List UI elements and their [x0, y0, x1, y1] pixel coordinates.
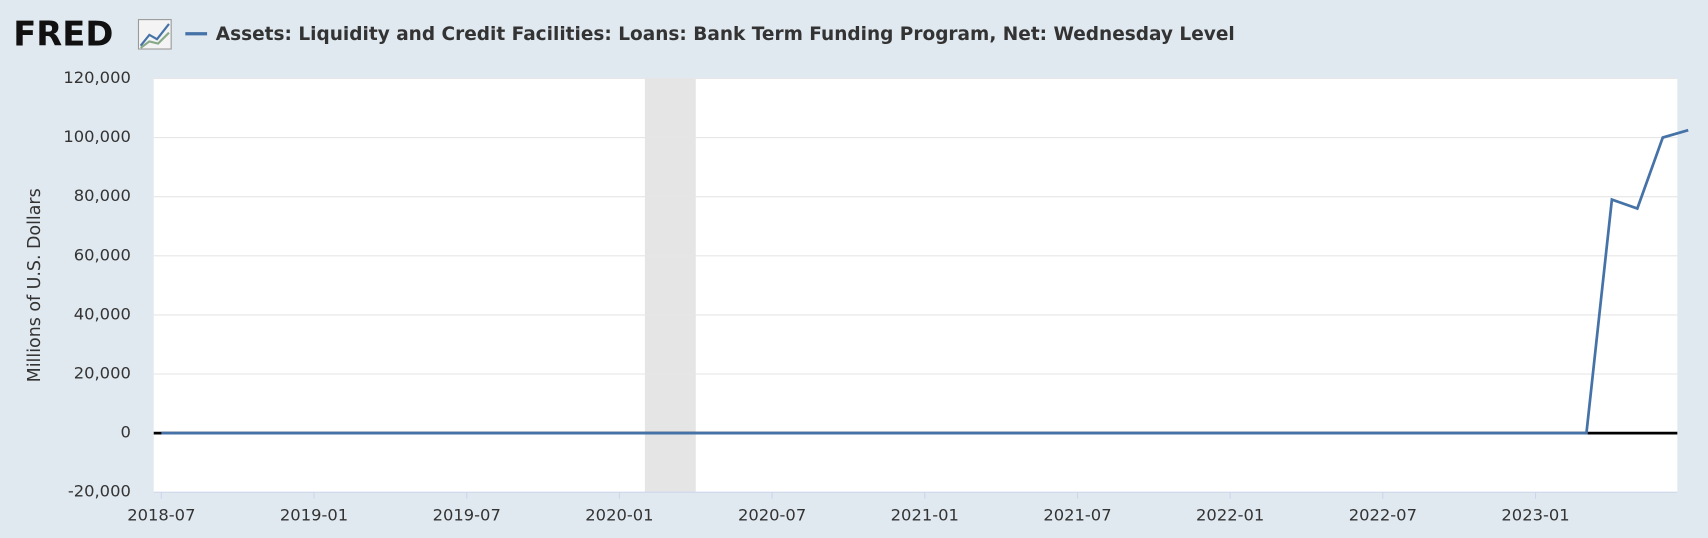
plot-area — [153, 78, 1678, 493]
logo-icon — [137, 19, 172, 50]
x-tick-label: 2022-01 — [1196, 506, 1264, 525]
x-tick-label: 2018-07 — [127, 506, 195, 525]
y-tick-label: 60,000 — [74, 245, 131, 264]
y-tick-label: 100,000 — [63, 127, 131, 146]
x-tick-label: 2019-07 — [433, 506, 501, 525]
x-tick-label: 2021-01 — [891, 506, 959, 525]
series-line — [161, 128, 1689, 435]
y-tick-label: 40,000 — [74, 304, 131, 323]
x-tick-label: 2019-01 — [280, 506, 348, 525]
x-tick-label: 2020-07 — [738, 506, 806, 525]
y-axis-label: Millions of U.S. Dollars — [25, 188, 45, 382]
x-tick-label: 2020-01 — [585, 506, 653, 525]
x-tick-label: 2021-07 — [1043, 506, 1111, 525]
legend-label: Assets: Liquidity and Credit Facilities:… — [216, 24, 1235, 45]
recession-shade — [644, 78, 696, 493]
y-tick-label: 80,000 — [74, 186, 131, 205]
y-tick-label: -20,000 — [68, 482, 131, 501]
logo[interactable]: FRED — [13, 14, 113, 53]
y-tick-label: 20,000 — [74, 364, 131, 383]
y-tick-label: 0 — [120, 423, 130, 442]
x-tick-label: 2023-01 — [1501, 506, 1569, 525]
y-tick-label: 120,000 — [63, 68, 131, 87]
x-tick-label: 2022-07 — [1349, 506, 1417, 525]
